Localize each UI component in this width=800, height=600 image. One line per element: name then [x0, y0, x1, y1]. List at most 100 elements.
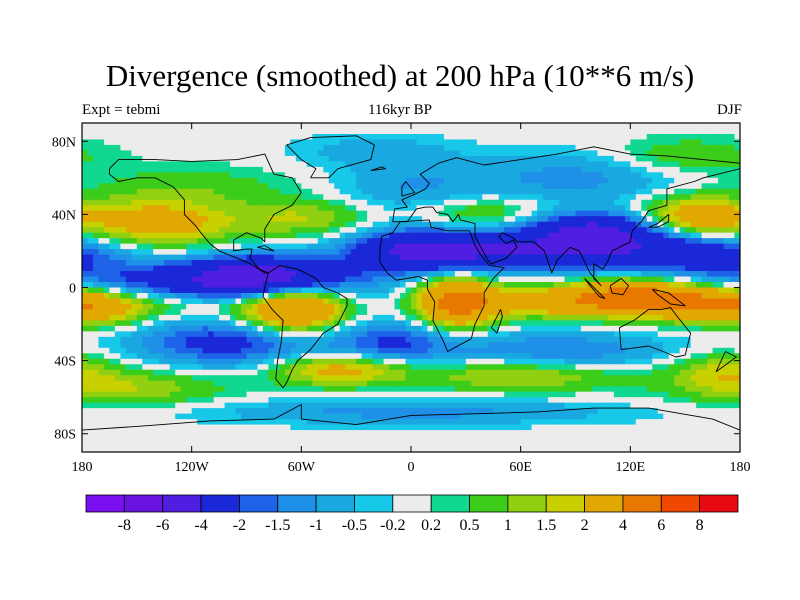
field-cell	[624, 177, 631, 184]
field-cell	[652, 331, 659, 338]
field-cell	[147, 238, 154, 245]
field-cell	[454, 216, 461, 223]
field-cell	[613, 265, 620, 272]
field-cell	[537, 254, 544, 261]
field-cell	[421, 287, 429, 294]
field-cell	[153, 205, 160, 212]
field-cell	[383, 292, 390, 300]
field-cell	[317, 254, 324, 261]
field-cell	[635, 260, 642, 267]
field-cell	[471, 292, 478, 300]
field-cell	[690, 221, 697, 228]
field-cell	[383, 133, 390, 141]
field-cell	[602, 139, 609, 146]
field-cell	[213, 314, 220, 321]
field-cell	[120, 320, 127, 327]
field-cell	[169, 292, 176, 300]
field-cell	[109, 238, 116, 245]
field-cell	[114, 216, 121, 223]
field-cell	[542, 216, 549, 223]
field-cell	[498, 133, 505, 141]
field-cell	[701, 172, 708, 179]
field-cell	[323, 227, 330, 234]
field-cell	[219, 172, 226, 179]
field-cell	[646, 216, 653, 223]
field-cell	[367, 271, 374, 278]
field-cell	[597, 221, 604, 228]
field-cell	[718, 342, 725, 349]
field-cell	[646, 166, 653, 173]
field-cell	[542, 331, 549, 338]
field-cell	[421, 303, 429, 311]
field-cell	[268, 298, 275, 305]
field-cell	[580, 172, 588, 179]
field-cell	[454, 144, 461, 152]
field-cell	[197, 303, 204, 311]
field-cell	[125, 227, 132, 234]
field-cell	[520, 194, 527, 201]
field-cell	[449, 342, 456, 349]
field-cell	[317, 271, 324, 278]
field-cell	[624, 331, 631, 338]
field-cell	[471, 276, 478, 283]
field-cell	[186, 128, 193, 135]
field-cell	[641, 298, 648, 305]
field-cell	[542, 292, 549, 300]
field-cell	[460, 331, 467, 338]
field-cell	[153, 282, 160, 289]
field-cell	[405, 172, 412, 179]
field-cell	[345, 320, 352, 327]
field-cell	[224, 309, 231, 316]
field-cell	[125, 150, 132, 157]
field-cell	[103, 271, 111, 278]
field-cell	[202, 325, 209, 332]
field-cell	[575, 282, 582, 289]
field-cell	[394, 199, 401, 206]
field-cell	[323, 123, 330, 130]
field-cell	[175, 150, 182, 157]
field-cell	[169, 325, 176, 332]
field-cell	[613, 243, 620, 250]
field-cell	[103, 347, 111, 354]
field-cell	[186, 150, 193, 157]
field-cell	[476, 292, 483, 300]
field-cell	[394, 139, 401, 146]
field-cell	[526, 205, 533, 212]
field-cell	[350, 227, 357, 234]
field-cell	[591, 128, 599, 135]
field-cell	[493, 144, 500, 152]
field-cell	[175, 276, 182, 283]
field-cell	[306, 123, 313, 130]
field-cell	[509, 139, 516, 146]
field-cell	[136, 249, 143, 256]
field-cell	[421, 260, 429, 267]
field-cell	[175, 309, 182, 316]
field-cell	[696, 249, 703, 256]
field-cell	[580, 276, 588, 283]
field-cell	[515, 282, 522, 289]
field-cell	[482, 144, 489, 152]
field-cell	[646, 150, 653, 157]
field-cell	[416, 216, 423, 223]
field-cell	[591, 298, 599, 305]
field-cell	[405, 227, 412, 234]
field-cell	[389, 298, 396, 305]
field-cell	[411, 133, 418, 141]
field-cell	[729, 232, 736, 239]
field-cell	[213, 227, 220, 234]
field-cell	[114, 320, 121, 327]
field-cell	[153, 133, 160, 141]
field-cell	[175, 128, 182, 135]
field-cell	[696, 144, 703, 152]
field-cell	[202, 133, 209, 141]
field-cell	[306, 177, 313, 184]
field-cell	[131, 221, 138, 228]
field-cell	[339, 155, 346, 162]
field-cell	[394, 325, 401, 332]
field-cell	[405, 265, 412, 272]
field-cell	[295, 183, 302, 190]
field-cell	[729, 254, 736, 261]
field-cell	[197, 314, 204, 321]
field-cell	[356, 303, 363, 311]
field-cell	[383, 183, 390, 190]
